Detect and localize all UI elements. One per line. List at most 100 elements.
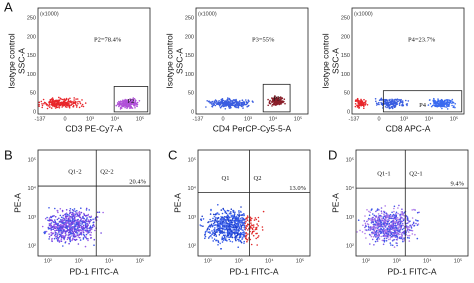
event-dot (90, 236, 92, 239)
event-dot (388, 217, 390, 219)
event-dot (372, 228, 374, 231)
event-dot (84, 229, 86, 231)
event-dot (241, 214, 243, 217)
event-dot (373, 223, 376, 226)
y-scale: (x1000) (40, 11, 59, 17)
event-dot (378, 101, 380, 104)
event-dot (391, 211, 393, 214)
event-dot (380, 235, 383, 238)
event-dot (87, 238, 89, 240)
x-tick-label: 10³ (86, 116, 94, 122)
event-dot (38, 105, 40, 107)
event-dot (223, 224, 226, 227)
event-dot (214, 230, 216, 233)
event-dot (375, 223, 378, 225)
event-dot (65, 219, 68, 222)
event-dot (380, 207, 383, 209)
x-tick-label: 10³ (75, 258, 83, 264)
event-dot (72, 104, 75, 107)
event-dot (62, 214, 64, 217)
event-dot (383, 241, 386, 243)
event-dot (63, 238, 65, 241)
event-dot (75, 223, 78, 226)
event-dot (235, 217, 238, 219)
x-tick-label: 10⁴ (423, 257, 432, 264)
event-dot (399, 101, 402, 103)
event-dot (454, 106, 456, 109)
event-dot (225, 227, 228, 230)
event-dot (393, 101, 395, 103)
event-dot (257, 235, 260, 237)
event-dot (211, 220, 214, 222)
event-dot (88, 231, 90, 234)
x-label: CD8 APC-A (386, 123, 431, 133)
event-dot (369, 211, 372, 214)
event-dot (228, 101, 231, 103)
event-dot (210, 220, 212, 223)
event-dot (385, 101, 387, 104)
event-dot (380, 230, 382, 233)
event-dot (72, 105, 75, 108)
event-dot (397, 212, 399, 215)
event-dot (399, 229, 401, 231)
event-dot (245, 99, 247, 101)
event-dot (233, 217, 236, 219)
event-dot (76, 227, 79, 230)
event-dot (237, 223, 240, 225)
x-tick-label: 10⁴ (105, 257, 114, 264)
event-dot (225, 105, 228, 107)
gate-name: P2 (128, 98, 135, 105)
event-dot (387, 233, 390, 235)
event-dot (58, 235, 61, 238)
event-dot (75, 98, 77, 100)
event-dot (77, 103, 79, 105)
event-dot (54, 220, 56, 223)
event-dot (65, 215, 67, 218)
event-dot (380, 97, 383, 100)
event-dot (44, 217, 47, 220)
event-dot (225, 218, 228, 221)
event-dot (229, 228, 231, 231)
event-dot (224, 220, 227, 222)
event-dot (252, 226, 255, 228)
event-dot (376, 221, 379, 223)
event-dot (214, 218, 216, 221)
event-dot (207, 237, 210, 239)
event-dot (231, 230, 233, 232)
event-dot (383, 98, 386, 101)
event-dot (231, 241, 234, 243)
event-dot (43, 102, 45, 105)
event-dot (71, 230, 74, 232)
event-dot (383, 230, 385, 232)
event-dot (451, 104, 453, 107)
event-dot (74, 210, 76, 213)
event-dot (213, 234, 215, 237)
event-dot (57, 99, 59, 102)
event-dot (69, 240, 71, 242)
event-dot (432, 99, 435, 102)
event-dot (89, 225, 92, 227)
event-dot (94, 218, 96, 220)
event-dot (124, 106, 126, 109)
event-dot (44, 232, 47, 234)
event-dot (246, 215, 249, 217)
event-dot (51, 219, 53, 222)
event-dot (77, 226, 79, 228)
event-dot (436, 104, 438, 106)
event-dot (61, 98, 64, 101)
event-dot (120, 102, 122, 104)
event-dot (79, 213, 81, 216)
event-dot (392, 103, 395, 106)
event-dot (134, 100, 136, 103)
event-dot (64, 99, 66, 102)
event-dot (88, 230, 91, 232)
event-dot (398, 104, 401, 106)
event-dot (58, 107, 61, 109)
event-dot (243, 221, 246, 223)
event-dot (132, 97, 135, 99)
event-dot (387, 230, 390, 233)
event-dot (411, 223, 414, 226)
event-dot (375, 232, 378, 234)
event-dot (204, 230, 207, 233)
event-dot (231, 215, 233, 218)
